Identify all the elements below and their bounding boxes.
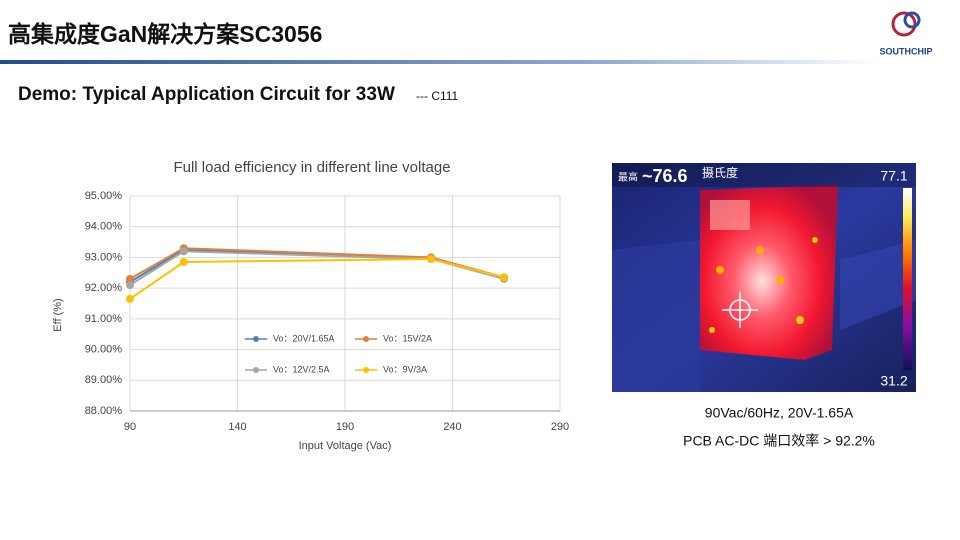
header-rule <box>0 60 880 64</box>
data-point <box>500 273 509 282</box>
legend-label: Vo：20V/1.65A <box>273 333 335 343</box>
plot: 88.00% 89.00% 90.00% 91.00% 92.00% 93.00% 94.0… <box>85 190 569 433</box>
y-tick-label: 88.00% <box>85 405 123 417</box>
thermal-scale-min: 31.2 <box>880 373 907 389</box>
y-tick-label: 94.00% <box>85 221 123 233</box>
x-tick-label: 290 <box>551 421 569 433</box>
data-point <box>179 258 188 267</box>
logo: SOUTHCHIP <box>879 11 933 56</box>
data-point <box>126 281 134 290</box>
x-tick-label: 90 <box>124 421 136 433</box>
thermal-image: 最高 ~76.6 摄氏度 77.1 31.2 <box>612 163 916 392</box>
y-tick-label: 89.00% <box>85 374 123 386</box>
x-tick-label: 190 <box>336 421 354 433</box>
legend-label: Vo：12V/2.5A <box>273 364 330 374</box>
caption: 90Vac/60Hz, 20V-1.65A <box>705 405 854 421</box>
subtitle: Demo: Typical Application Circuit for 33… <box>18 84 395 105</box>
legend-marker <box>253 336 259 342</box>
y-tick-label: 92.00% <box>85 282 123 294</box>
chart-title: Full load efficiency in different line v… <box>173 159 450 176</box>
legend-marker <box>253 367 259 373</box>
legend-label: Vo：15V/2A <box>383 333 432 343</box>
subtitle-note: --- C111 <box>416 89 459 103</box>
data-point <box>126 294 134 303</box>
series-line <box>129 250 505 286</box>
x-tick-label: 240 <box>443 421 461 433</box>
y-tick-label: 93.00% <box>85 251 123 263</box>
thermal-unit: 摄氏度 <box>702 165 738 180</box>
legend-label: Vo：9V/3A <box>383 364 427 374</box>
thermal-scale-max: 77.1 <box>880 168 907 184</box>
x-tick-label: 140 <box>228 421 246 433</box>
slide-title: 高集成度GaN解决方案SC3056 <box>8 21 322 47</box>
thermal-max-label: 最高 <box>618 171 638 184</box>
data-point <box>179 247 188 256</box>
data-point <box>126 274 134 283</box>
data-point <box>427 254 435 263</box>
x-axis-label: Input Voltage (Vac) <box>299 440 392 452</box>
logo-text: SOUTHCHIP <box>879 46 932 56</box>
legend-marker <box>363 367 369 373</box>
y-axis-label: Eff (%) <box>52 298 64 331</box>
legend-marker <box>363 336 369 342</box>
y-tick-label: 91.00% <box>85 313 123 325</box>
y-tick-label: 95.00% <box>85 190 123 202</box>
series-line <box>129 257 505 300</box>
caption: PCB AC-DC 端口效率 > 92.2% <box>683 433 875 449</box>
thermal-max-value: ~76.6 <box>642 166 688 186</box>
y-tick-label: 90.00% <box>85 343 123 355</box>
